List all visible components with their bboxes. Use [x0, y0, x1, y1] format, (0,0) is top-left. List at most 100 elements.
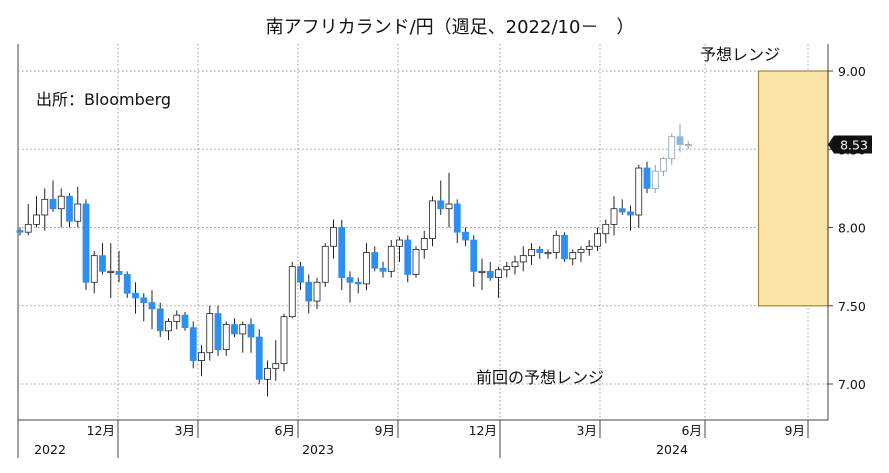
- candle-body: [602, 223, 610, 235]
- candle-body: [429, 200, 436, 239]
- candle-body: [297, 266, 304, 283]
- candle-body: [651, 170, 659, 189]
- candle-body: [264, 367, 271, 380]
- candle-body: [363, 252, 370, 285]
- candle-body: [668, 136, 676, 160]
- candle-body: [346, 277, 354, 283]
- candle-body: [330, 227, 337, 247]
- candle-body: [511, 261, 519, 268]
- candle-body: [643, 167, 651, 189]
- candle-body: [165, 320, 172, 332]
- x-month-label: 6月: [275, 423, 295, 438]
- y-tick-label: 7.50: [838, 299, 866, 314]
- candle-body: [305, 281, 313, 302]
- candle-body: [288, 266, 296, 318]
- x-month-label: 3月: [175, 423, 195, 438]
- candle-body: [156, 308, 164, 332]
- candle-body: [660, 158, 667, 172]
- candle-body: [594, 233, 601, 247]
- candle-body: [519, 255, 527, 263]
- x-year-label: 2022: [34, 442, 66, 457]
- candle-body: [503, 266, 511, 271]
- candle-body: [74, 203, 82, 222]
- candle-body: [231, 324, 238, 335]
- candlestick-series: [16, 124, 692, 397]
- candle-body: [82, 203, 90, 283]
- x-axis: 12月 3月 6月 9月 12月 3月 6月 9月 2022 2023 2024: [17, 419, 828, 458]
- candle-body: [561, 234, 568, 260]
- candle-body: [16, 230, 24, 233]
- candle-body: [470, 239, 478, 272]
- candle-body: [536, 249, 544, 253]
- candle-body: [544, 252, 552, 255]
- candle-body: [90, 255, 98, 283]
- candle-body: [552, 234, 560, 253]
- candle-body: [396, 239, 403, 247]
- x-year-label: 2024: [656, 442, 688, 457]
- candle-body: [181, 314, 189, 329]
- candle-body: [627, 211, 634, 216]
- candle-body: [321, 245, 329, 283]
- candle-body: [495, 269, 502, 278]
- candle-body: [272, 363, 280, 369]
- x-month-label: 9月: [375, 423, 395, 438]
- y-tick-label: 9.00: [838, 64, 866, 79]
- candle-body: [404, 239, 412, 275]
- candle-body: [49, 198, 57, 210]
- candle-body: [173, 314, 181, 322]
- candle-body: [24, 223, 32, 233]
- candle-body: [478, 270, 486, 273]
- candle-body: [189, 327, 197, 361]
- candle-body: [132, 292, 139, 299]
- candle-body: [420, 238, 428, 250]
- last-value-label: 8.53: [840, 138, 868, 153]
- candle-body: [379, 267, 387, 272]
- candle-body: [33, 214, 40, 225]
- candle-body: [280, 316, 288, 365]
- x-month-label: 3月: [577, 423, 597, 438]
- y-tick-label: 8.00: [838, 221, 866, 236]
- candle-body: [577, 249, 585, 253]
- candle-body: [387, 245, 395, 272]
- candle-body: [528, 249, 535, 257]
- x-month-label: 12月: [469, 423, 497, 438]
- chart-title: 南アフリカランド/円（週足、2022/10－ ）: [266, 17, 635, 38]
- candle-body: [140, 297, 148, 304]
- candle-body: [247, 324, 255, 338]
- candle-body: [684, 144, 692, 147]
- candle-body: [239, 324, 247, 335]
- candle-body: [198, 352, 205, 361]
- candle-body: [585, 245, 593, 250]
- y-tick-label: 7.00: [838, 377, 866, 392]
- source-note: 出所：Bloomberg: [36, 90, 171, 109]
- candle-body: [107, 270, 115, 273]
- candle-body: [371, 252, 379, 269]
- candle-body: [99, 255, 106, 272]
- last-value-marker: 8.53: [828, 135, 872, 154]
- x-month-label: 12月: [87, 423, 115, 438]
- candle-body: [41, 198, 49, 216]
- candle-body: [676, 136, 684, 145]
- candle-body: [635, 167, 643, 216]
- forecast-range-label: 予想レンジ: [700, 45, 780, 64]
- candle-body: [66, 195, 73, 222]
- candle-body: [255, 336, 263, 380]
- candle-body: [148, 302, 156, 310]
- candle-body: [338, 227, 346, 278]
- candle-body: [354, 281, 362, 285]
- candle-body: [462, 231, 469, 241]
- y-axis: 7.007.508.008.509.00: [827, 44, 866, 420]
- x-month-label: 9月: [785, 423, 805, 438]
- previous-range-label: 前回の予想レンジ: [476, 368, 604, 387]
- candle-body: [453, 203, 461, 233]
- candle-body: [618, 208, 626, 213]
- x-month-label: 6月: [682, 423, 702, 438]
- candle-body: [569, 252, 577, 260]
- candle-body: [445, 203, 453, 210]
- grid: [17, 44, 828, 420]
- candle-body: [412, 249, 420, 275]
- x-year-label: 2023: [302, 442, 334, 457]
- candle-body: [437, 200, 445, 210]
- candle-body: [313, 281, 321, 302]
